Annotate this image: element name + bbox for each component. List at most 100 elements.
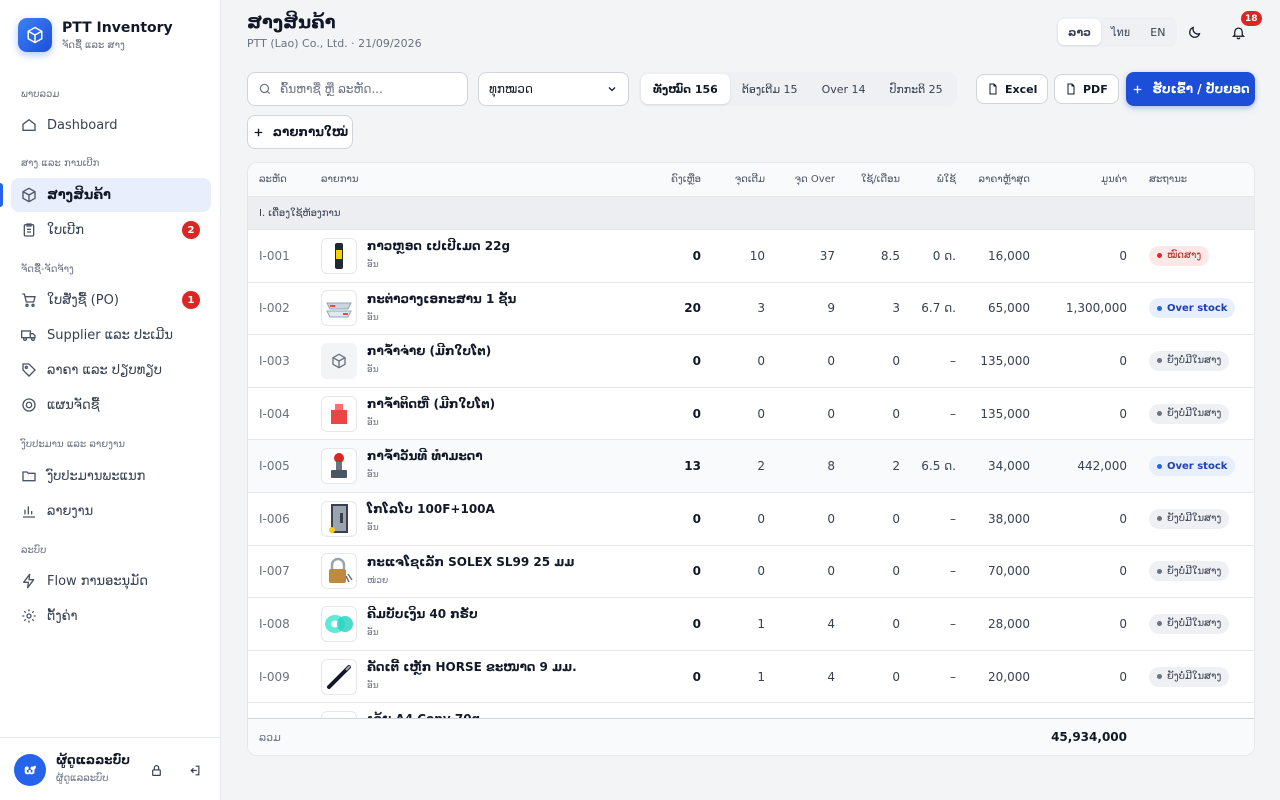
sidebar-item-purchase-plan[interactable]: ແຜນຈັດຊື້ — [11, 388, 211, 422]
sidebar-item-label: ລາຄາ ແລະ ປຽບທຽບ — [47, 362, 163, 378]
status-badge: ຍັງບໍ່ມີໃນສາງ — [1149, 666, 1230, 687]
sidebar-item-requisitions[interactable]: ໃບເບີກ 2 — [11, 213, 211, 247]
status-label: ຍັງບໍ່ມີໃນສາງ — [1167, 671, 1222, 683]
file-icon — [987, 83, 999, 95]
excel-label: Excel — [1005, 82, 1038, 96]
filter-normal-tab[interactable]: ປົກກະຕິ 25 — [889, 82, 943, 96]
home-icon — [21, 117, 37, 133]
sidebar-item-settings[interactable]: ຕັ້ງຄ່າ — [11, 599, 211, 633]
col-stock[interactable]: ຄົງເຫຼືອ — [671, 174, 701, 185]
col-usage[interactable]: ໃຊ້/ເດືອນ — [860, 174, 900, 185]
col-value[interactable]: ມູນຄ່າ — [1101, 174, 1127, 185]
item-name[interactable]: ກາຈ້ຳຈ່າຍ (ມີກໃບໂຕ) — [367, 344, 492, 359]
item-name[interactable]: ກາວຫຼອດ ເປເປີເມດ 22g — [367, 239, 511, 253]
item-stock: 0 — [692, 353, 701, 368]
table-row[interactable]: I-009 ຄັດເຕີ້ ເຫຼັກ HORSE ຂະໜາດ 9 ມມ. ອັນ 0… — [248, 651, 1254, 704]
table-row[interactable]: I-007 ກະແຈໂຊເລັກ SOLEX SL99 25 ມມ ໜ່ວຍ 0 0 0 0… — [248, 546, 1254, 599]
status-badge: ຍັງບໍ່ມີໃນສາງ — [1149, 350, 1230, 371]
item-stock: 0 — [692, 564, 701, 579]
status-label: ຍັງບໍ່ມີໃນສາງ — [1167, 618, 1222, 630]
logout-icon[interactable] — [186, 762, 202, 778]
status-dot — [1157, 463, 1162, 469]
sidebar-item-suppliers[interactable]: Supplier ແລະ ປະເມີນ — [11, 318, 211, 352]
item-coverage: – — [950, 406, 956, 421]
item-name[interactable]: ກາຈ້ຳວັນທີ ທຳມະດາ — [367, 449, 483, 464]
item-over-point: 0 — [827, 511, 835, 526]
col-over[interactable]: ຈຸດ Over — [794, 174, 835, 185]
item-reorder-point: 0 — [757, 353, 765, 368]
col-status[interactable]: ສະຖານະ — [1149, 174, 1188, 185]
table-row[interactable]: I-003 ກາຈ້ຳຈ່າຍ (ມີກໃບໂຕ) ອັນ 0 0 0 0 – 135,000 0… — [248, 335, 1254, 388]
moon-icon[interactable] — [1186, 24, 1202, 40]
page-subtitle: PTT (Lao) Co., Ltd. · 21/09/2026 — [247, 37, 422, 50]
status-dot — [1157, 253, 1162, 259]
item-value: 0 — [1119, 353, 1127, 368]
item-stock: 0 — [692, 616, 701, 631]
footer-total-label: ລວມ — [259, 731, 281, 744]
lock-icon[interactable] — [148, 762, 164, 778]
item-reorder-point: 0 — [757, 511, 765, 526]
lang-en-button[interactable]: EN — [1150, 25, 1166, 39]
col-item[interactable]: ລາຍການ — [321, 174, 359, 185]
search-box[interactable] — [247, 72, 468, 106]
item-value: 0 — [1119, 564, 1127, 579]
table-row[interactable]: I-005 ກາຈ້ຳວັນທີ ທຳມະດາ ອັນ 13 2 8 2 6.5 ດ. 34,0… — [248, 440, 1254, 493]
clipboard-icon — [21, 222, 37, 238]
sidebar-item-pricing[interactable]: ລາຄາ ແລະ ປຽບທຽບ — [11, 353, 211, 387]
col-price[interactable]: ລາຄາຫຼ້າສຸດ — [978, 174, 1030, 185]
item-unit: ອັນ — [367, 365, 379, 376]
search-input[interactable] — [280, 82, 460, 96]
filter-all-tab[interactable]: ທັງໝົດ 156 — [641, 74, 730, 104]
status-label: Over stock — [1167, 302, 1228, 314]
sidebar-item-purchase-orders[interactable]: ໃບສັ່ງຊື້ (PO) 1 — [11, 283, 211, 317]
brand[interactable]: PTT Inventory ຈັດຊື້ ແລະ ສາງ — [18, 18, 173, 52]
item-name[interactable]: ຄັດເຕີ້ ເຫຼັກ HORSE ຂະໜາດ 9 ມມ. — [367, 659, 577, 674]
table-row[interactable]: I-006 ໂກໂລໂບ 100F+100A ອັນ 0 0 0 0 – 38,000 0 ຍັງບ… — [248, 493, 1254, 546]
item-over-point: 0 — [827, 406, 835, 421]
gear-icon — [21, 608, 37, 624]
table-row[interactable]: I-001 ກາວຫຼອດ ເປເປີເມດ 22g ອັນ 0 10 37 8.5 0 ດ.… — [248, 230, 1254, 283]
sidebar-item-label: ລາຍງານ — [47, 503, 94, 519]
item-name[interactable]: ກາຈ້ຳຕິດຫີ່ (ມີກໃບໂຕ) — [367, 396, 496, 411]
sidebar-item-reports[interactable]: ລາຍງານ — [11, 494, 211, 528]
item-reorder-point: 1 — [757, 669, 765, 684]
col-code[interactable]: ລະຫັດ — [259, 174, 287, 185]
filter-over-tab[interactable]: Over 14 — [821, 82, 866, 96]
item-name[interactable]: ຄີມບັບເງິນ 40 ກຣັບ — [367, 607, 478, 622]
export-pdf-button[interactable]: PDF — [1054, 74, 1119, 104]
receive-adjust-button[interactable]: ຮັບເຂົ້າ / ປັບຍອດ — [1126, 72, 1255, 106]
item-name[interactable]: ກະຕ່າວາງເອກະສານ 1 ຊັ້ນ — [367, 291, 517, 306]
lang-lao-button[interactable]: ລາວ — [1058, 19, 1102, 45]
requisition-count-badge: 2 — [182, 221, 200, 239]
item-code: I-008 — [259, 616, 290, 631]
item-code: I-003 — [259, 353, 290, 368]
item-over-point: 4 — [827, 669, 835, 684]
filter-reorder-tab[interactable]: ຕ້ອງເຕີມ 15 — [741, 82, 798, 96]
product-thumbnail — [321, 395, 357, 432]
export-excel-button[interactable]: Excel — [976, 74, 1049, 104]
item-name[interactable]: ໂກໂລໂບ 100F+100A — [367, 501, 495, 516]
col-cover[interactable]: ພໍໃຊ້ — [936, 174, 956, 185]
sidebar-item-approval-flow[interactable]: Flow ການອະນຸມັດ — [11, 564, 211, 598]
table-row[interactable]: I-004 ກາຈ້ຳຕິດຫີ່ (ມີກໃບໂຕ) ອັນ 0 0 0 0 – 135,00… — [248, 388, 1254, 441]
sidebar-item-dashboard[interactable]: Dashboard — [11, 108, 211, 142]
user-name: ຜູ້ດູແລລະບົບ — [56, 753, 131, 767]
sidebar-item-label: Dashboard — [47, 117, 118, 133]
item-name[interactable]: ເຈ້ຍ A4 Copy 70g — [367, 712, 481, 720]
sidebar-item-department-budget[interactable]: ງົບປະມານພະແນກ — [11, 459, 211, 493]
brand-subtitle: ຈັດຊື້ ແລະ ສາງ — [62, 39, 125, 51]
lang-thai-button[interactable]: ไทย — [1111, 26, 1131, 39]
new-item-button[interactable]: ລາຍການໃໝ່ — [247, 115, 353, 149]
bell-icon[interactable] — [1230, 24, 1246, 40]
item-name[interactable]: ກະແຈໂຊເລັກ SOLEX SL99 25 ມມ — [367, 554, 575, 569]
col-reorder[interactable]: ຈຸດເຕີມ — [734, 174, 765, 185]
category-group-row: I. ເຄື່ອງໃຊ້ຫ້ອງການ — [248, 197, 1254, 230]
table-row[interactable]: I-002 ກະຕ່າວາງເອກະສານ 1 ຊັ້ນ ອັນ 20 3 9 3 6.7 ດ… — [248, 283, 1254, 336]
sidebar-item-warehouse[interactable]: ສາງສິນຄ້າ — [11, 178, 211, 212]
table-row[interactable]: I-008 ຄີມບັບເງິນ 40 ກຣັບ ອັນ 0 1 4 0 – 28,000 0 ຍັ… — [248, 598, 1254, 651]
item-last-price: 135,000 — [980, 353, 1030, 368]
status-label: ຍັງບໍ່ມີໃນສາງ — [1167, 355, 1222, 367]
active-indicator — [0, 183, 3, 207]
category-select[interactable]: ທຸກໝວດ — [478, 72, 629, 106]
avatar[interactable]: ຜ — [14, 754, 46, 786]
